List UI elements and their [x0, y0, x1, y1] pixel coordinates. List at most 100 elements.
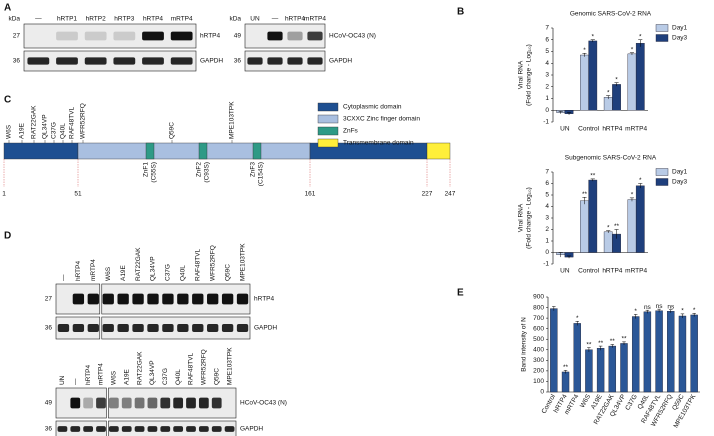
- panel-letter: C: [4, 95, 11, 106]
- band: [56, 31, 78, 41]
- significance-label: *: [631, 192, 634, 199]
- band: [102, 324, 114, 332]
- band: [173, 397, 184, 409]
- band: [134, 397, 145, 409]
- band: [121, 426, 132, 432]
- kda-label: kDa: [8, 16, 20, 23]
- protein-label: hRTP4: [200, 33, 220, 40]
- band: [142, 31, 164, 41]
- kda-marker: 49: [45, 400, 53, 407]
- y-tick-label: 3: [545, 72, 549, 79]
- y-tick-label: 800: [533, 304, 544, 311]
- lane-label: UN: [59, 375, 66, 385]
- y-tick-label: 0: [545, 107, 549, 114]
- mutation-label: Q40L: [60, 123, 67, 139]
- band: [207, 324, 219, 332]
- legend-swatch: [317, 102, 339, 112]
- chart-title: Subgenomic SARS-CoV-2 RNA: [565, 155, 657, 162]
- lane-label: MPE103TPK: [226, 347, 233, 385]
- lane-label: A19E: [123, 368, 130, 385]
- lane-label: mRTP4: [90, 259, 97, 281]
- band: [162, 324, 174, 332]
- znf-label: ZnF3: [250, 162, 257, 178]
- band: [147, 397, 158, 409]
- domain-segment: [77, 142, 311, 160]
- panel-letter: D: [4, 231, 11, 242]
- band: [134, 426, 145, 432]
- band: [121, 397, 132, 409]
- domain-segment: [3, 142, 79, 160]
- band: [84, 31, 107, 41]
- y-tick-label: 7: [545, 169, 549, 176]
- lane-label: MPE103TPK: [239, 243, 246, 281]
- znf-mutation: (C55S): [151, 162, 158, 183]
- band: [96, 397, 106, 409]
- panel-letter: A: [4, 3, 11, 14]
- domain-segment: [426, 142, 451, 160]
- y-tick-label: 400: [533, 346, 544, 353]
- y-tick-label: 600: [533, 325, 544, 332]
- band: [83, 397, 94, 409]
- band: [211, 397, 222, 409]
- bar: [612, 84, 621, 111]
- significance-label: *: [607, 224, 610, 231]
- lane-label: hRTP2: [86, 16, 106, 23]
- lane-label: W6S: [105, 266, 112, 281]
- band: [236, 293, 249, 305]
- bar: [690, 314, 698, 393]
- band: [224, 426, 235, 432]
- band: [307, 57, 323, 65]
- band: [96, 426, 106, 432]
- band: [267, 57, 283, 65]
- lane-label: WFR52RFQ: [201, 349, 208, 385]
- bar: [608, 345, 617, 393]
- y-tick-label: 5: [545, 192, 549, 199]
- bar: [678, 315, 687, 393]
- bar: [588, 40, 598, 111]
- lane-label: A19E: [120, 264, 127, 281]
- lane-label: hRTP4: [75, 261, 82, 281]
- chart-title: Genomic SARS-CoV-2 RNA: [570, 11, 652, 18]
- band: [132, 293, 144, 305]
- legend-label: ZnFs: [343, 128, 359, 135]
- kda-marker: 36: [45, 426, 53, 433]
- y-tick-label: 2: [545, 83, 549, 90]
- lane-label: QL34VP: [150, 256, 157, 281]
- bar: [635, 185, 645, 253]
- lane-label: RAF48TVL: [194, 248, 201, 281]
- bar: [573, 323, 581, 393]
- position-label: 51: [74, 191, 82, 198]
- lane-label: Q59C: [213, 368, 220, 385]
- kda-marker: 27: [45, 296, 53, 303]
- legend-swatch: [655, 34, 669, 42]
- x-tick-label: UN: [560, 268, 570, 275]
- y-tick-label: 1: [545, 95, 549, 102]
- band: [142, 57, 164, 65]
- band: [186, 397, 196, 409]
- position-label: 227: [422, 191, 433, 198]
- blot-strip: [101, 316, 251, 340]
- band: [307, 31, 323, 41]
- mutation-label: RAT22GAK: [31, 105, 38, 139]
- protein-label: HCoV-OC43 (N): [329, 33, 376, 40]
- band: [147, 324, 159, 332]
- legend-label: Day1: [672, 25, 688, 32]
- kda-marker: 27: [13, 33, 21, 40]
- bar: [603, 231, 613, 253]
- legend-label: Day3: [672, 179, 688, 186]
- mutation-label: MPE103TPK: [229, 101, 236, 139]
- significance-label: ns: [667, 303, 675, 310]
- y-axis-label: Band intensity of N: [521, 317, 528, 372]
- significance-label: *: [583, 47, 586, 54]
- band: [236, 324, 249, 332]
- legend-swatch: [317, 126, 339, 136]
- y-tick-label: 500: [533, 336, 544, 343]
- band: [113, 57, 136, 65]
- blot-strip: [55, 420, 107, 436]
- band: [72, 324, 85, 332]
- legend-label: Day3: [672, 35, 688, 42]
- y-tick-label: 2: [545, 226, 549, 233]
- bar: [585, 349, 593, 393]
- y-tick-label: 100: [533, 378, 544, 385]
